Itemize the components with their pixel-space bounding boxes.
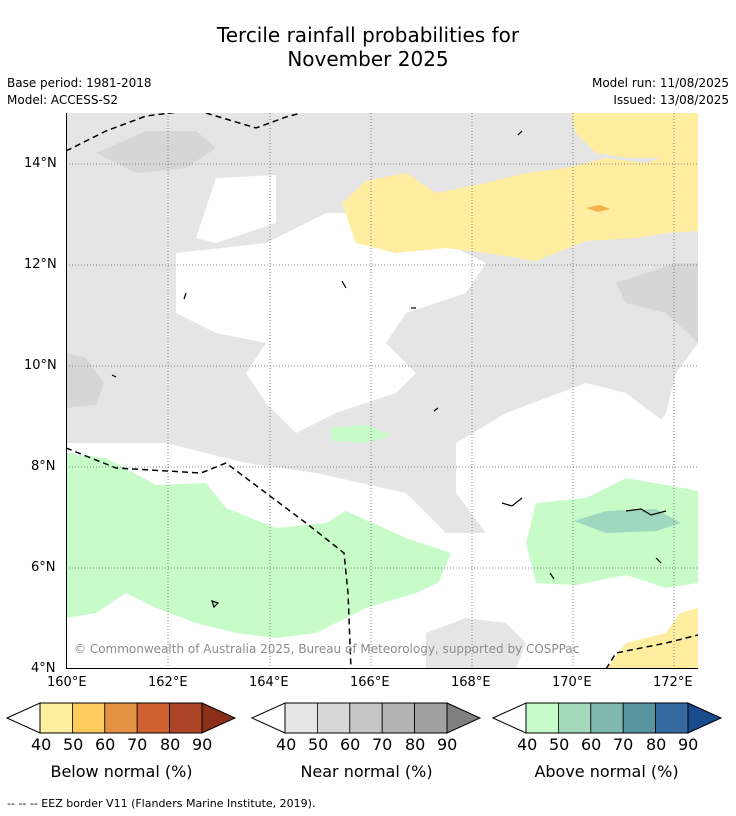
colorbar-cell <box>622 702 656 734</box>
island-markers <box>111 130 667 609</box>
x-tick-166e: 166°E <box>350 675 390 690</box>
x-tick-172e: 172°E <box>653 675 693 690</box>
map-copyright: © Commonwealth of Australia 2025, Bureau… <box>74 642 579 656</box>
y-tick-8n: 8°N <box>31 459 56 474</box>
eez-border-lines <box>66 113 698 669</box>
x-tick-160e: 160°E <box>47 675 87 690</box>
colorbar-above-tick: 50 <box>549 735 570 754</box>
eez-footer-note: -- -- -- EEZ border V11 (Flanders Marine… <box>7 797 316 810</box>
colorbar-above-normal <box>492 702 723 734</box>
colorbar-above-tick: 60 <box>581 735 602 754</box>
above-normal-small <box>330 425 392 443</box>
colorbar-below-tick: 90 <box>192 735 213 754</box>
white-region-east <box>456 383 698 533</box>
y-tick-12n: 12°N <box>24 257 57 272</box>
colorbar-near-normal <box>251 702 482 734</box>
below-normal-northeast <box>571 113 698 158</box>
colorbar-cell <box>558 702 592 734</box>
below-normal-southeast <box>606 608 698 669</box>
colorbar-near-ticks: 40 50 60 70 80 90 <box>276 735 465 755</box>
white-region-center <box>176 213 486 433</box>
model-run: Model run: 11/08/2025 <box>591 76 729 90</box>
colorbar-below-cells <box>39 702 203 734</box>
model-name: Model: ACCESS-S2 <box>7 93 119 107</box>
colorbar-below-ticks: 40 50 60 70 80 90 <box>31 735 220 755</box>
colorbar-near-tick: 80 <box>405 735 426 754</box>
base-period: Base period: 1981-2018 <box>7 76 152 90</box>
chart-title-line1: Tercile rainfall probabilities for <box>216 23 520 47</box>
colorbar-above-tick: 80 <box>646 735 667 754</box>
colorbar-above-tick: 70 <box>613 735 634 754</box>
y-tick-4n: 4°N <box>31 661 56 676</box>
colorbar-above-min-arrow <box>492 702 527 734</box>
y-tick-14n: 14°N <box>24 156 57 171</box>
colorbar-below-label: Below normal (%) <box>50 762 193 781</box>
colorbar-cell <box>104 702 138 734</box>
colorbar-near-tick: 90 <box>437 735 458 754</box>
y-tick-6n: 6°N <box>31 560 56 575</box>
white-region-north <box>196 175 276 243</box>
colorbar-cell <box>284 702 318 734</box>
near-normal-50-north <box>96 131 216 173</box>
y-tick-10n: 10°N <box>24 358 57 373</box>
colorbar-near-label: Near normal (%) <box>300 762 433 781</box>
colorbar-near-tick: 70 <box>372 735 393 754</box>
colorbar-below-max-arrow <box>201 702 237 734</box>
chart-title-line2: November 2025 <box>287 47 449 71</box>
colorbar-cell <box>136 702 170 734</box>
colorbar-near-tick: 50 <box>308 735 329 754</box>
colorbar-below-min-arrow <box>6 702 41 734</box>
colorbar-cell <box>414 702 448 734</box>
near-normal-50-west <box>66 353 104 408</box>
colorbar-above-tick: 40 <box>517 735 538 754</box>
colorbar-cell <box>525 702 559 734</box>
colorbar-below-tick: 40 <box>31 735 52 754</box>
map-gridlines <box>66 113 698 669</box>
near-normal-50-east <box>616 263 698 343</box>
map-frame <box>66 113 698 669</box>
issued-date: Issued: 13/08/2025 <box>613 93 729 107</box>
colorbar-above-cells <box>525 702 689 734</box>
x-tick-168e: 168°E <box>451 675 491 690</box>
colorbar-near-cells <box>284 702 448 734</box>
colorbar-cell <box>169 702 203 734</box>
colorbar-cell <box>72 702 106 734</box>
colorbar-below-tick: 80 <box>160 735 181 754</box>
above-normal-east <box>526 478 698 588</box>
x-tick-162e: 162°E <box>148 675 188 690</box>
colorbar-cell <box>655 702 689 734</box>
colorbar-cell <box>39 702 73 734</box>
colorbar-cell <box>381 702 415 734</box>
colorbar-above-ticks: 40 50 60 70 80 90 <box>517 735 706 755</box>
above-normal-50-east <box>574 509 681 533</box>
near-normal-south <box>426 618 526 669</box>
colorbar-above-label: Above normal (%) <box>534 762 679 781</box>
colorbar-cell <box>317 702 351 734</box>
colorbar-above-max-arrow <box>687 702 723 734</box>
colorbar-near-max-arrow <box>446 702 482 734</box>
colorbar-below-tick: 50 <box>63 735 84 754</box>
colorbar-below-normal <box>6 702 237 734</box>
colorbar-above-tick: 90 <box>678 735 699 754</box>
colorbar-below-tick: 60 <box>95 735 116 754</box>
x-tick-170e: 170°E <box>552 675 592 690</box>
colorbar-near-tick: 40 <box>276 735 297 754</box>
colorbar-cell <box>349 702 383 734</box>
colorbar-near-min-arrow <box>251 702 286 734</box>
above-normal-west <box>66 453 451 638</box>
x-tick-164e: 164°E <box>249 675 289 690</box>
below-normal-60-spot <box>586 205 610 212</box>
colorbar-cell <box>590 702 624 734</box>
colorbar-near-tick: 60 <box>340 735 361 754</box>
rainfall-probability-map: © Commonwealth of Australia 2025, Bureau… <box>66 113 698 669</box>
colorbar-below-tick: 70 <box>127 735 148 754</box>
below-normal-north <box>342 151 698 261</box>
